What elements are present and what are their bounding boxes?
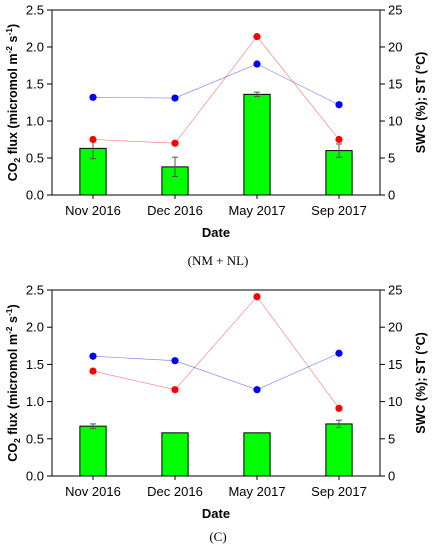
series-line xyxy=(92,296,340,409)
y-tick-label: 0.5 xyxy=(26,431,44,446)
panel-caption: (C) xyxy=(209,529,226,544)
y-axis-title: CO2 flux (micromol m-2 s-1) xyxy=(4,24,22,181)
y-axis-title-part: -2 xyxy=(4,46,14,54)
y-axis-title-part: ) xyxy=(6,304,20,308)
y2-tick-label: 5 xyxy=(388,151,395,166)
series-point xyxy=(253,386,261,394)
series-point xyxy=(89,93,97,101)
y2-tick-label: 25 xyxy=(388,283,402,298)
series-line xyxy=(92,352,340,391)
panel-caption: (NM + NL) xyxy=(188,253,249,268)
chart-panel-1: 0.0 0.5 1.0 1.5 2.0 2.5 0 5 10 15 20 25 Nov 2016 Dec … xyxy=(4,3,428,269)
y-tick-label: 0.5 xyxy=(26,151,44,166)
y2-tick-label: 5 xyxy=(388,431,395,446)
y2-axis-title: SWC (%); ST (°C) xyxy=(414,52,428,154)
x-tick-label: Sep 2017 xyxy=(311,203,367,218)
y2-tick-label: 25 xyxy=(388,3,402,18)
series-point xyxy=(253,33,261,41)
series-point xyxy=(89,135,97,144)
y2-tick-label: 10 xyxy=(388,114,402,129)
y-tick-label: 1.0 xyxy=(26,394,44,409)
x-tick-label: Dec 2016 xyxy=(147,203,203,218)
bar xyxy=(325,423,353,477)
y-axis-title-part: -2 xyxy=(4,326,14,334)
bar xyxy=(161,432,189,477)
y-tick-label: 0.0 xyxy=(26,469,44,484)
y2-tick-label: 10 xyxy=(388,394,402,409)
y-axis-title-part: -1 xyxy=(4,28,14,36)
y-tick-label: 1.5 xyxy=(26,357,44,372)
x-tick-label: Nov 2016 xyxy=(65,203,121,218)
y-axis-title-part: ) xyxy=(6,24,20,28)
chart-panel-2: 0.0 0.5 1.0 1.5 2.0 2.5 0 5 10 15 20 25 Nov 2016 Dec … xyxy=(4,283,428,545)
series-line xyxy=(92,36,340,144)
y-axis-title: CO2 flux (micromol m-2 s-1) xyxy=(4,304,22,461)
plot-frame xyxy=(51,9,381,196)
x-tick-label: Nov 2016 xyxy=(65,484,121,499)
y2-tick-label: 0 xyxy=(388,188,395,203)
y2-axis-title: SWC (%); ST (°C) xyxy=(414,332,428,434)
series-point xyxy=(335,349,343,357)
y-tick-label: 2.5 xyxy=(26,283,44,298)
y-axis-title-part: 2 xyxy=(12,438,22,443)
series-line xyxy=(92,63,340,105)
y-axis-title-part: flux (micromol m xyxy=(6,54,20,158)
y-tick-label: 1.0 xyxy=(26,114,44,129)
y-tick-label: 2.0 xyxy=(26,320,44,335)
series-point xyxy=(171,386,179,394)
y-tick-label: 0.0 xyxy=(26,188,44,203)
x-tick-label: Dec 2016 xyxy=(147,484,203,499)
x-axis-title: Date xyxy=(202,506,230,521)
series-point xyxy=(171,139,179,147)
series-point xyxy=(253,293,261,301)
y2-tick-label: 15 xyxy=(388,357,402,372)
bar xyxy=(79,425,107,477)
bar xyxy=(243,432,271,477)
x-tick-label: May 2017 xyxy=(228,484,285,499)
y-axis-title-part: CO xyxy=(6,443,20,462)
y-axis-title-part: s xyxy=(6,35,20,45)
y-axis-title-part: -1 xyxy=(4,308,14,316)
y-axis-title-part: s xyxy=(6,316,20,326)
x-axis-title: Date xyxy=(202,225,230,240)
y2-tick-label: 15 xyxy=(388,77,402,92)
series-point xyxy=(171,94,179,102)
y2-tick-label: 0 xyxy=(388,469,395,484)
series-point xyxy=(335,101,343,109)
plot-frame xyxy=(51,289,381,477)
x-tick-label: May 2017 xyxy=(228,203,285,218)
y-axis-title-part: 2 xyxy=(12,157,22,162)
series-point xyxy=(253,60,261,68)
y-tick-label: 1.5 xyxy=(26,77,44,92)
series-point xyxy=(89,367,97,375)
y-tick-label: 2.0 xyxy=(26,40,44,55)
series-point xyxy=(89,352,97,360)
y-axis-title-part: flux (micromol m xyxy=(6,334,20,438)
y-tick-label: 2.5 xyxy=(26,3,44,18)
x-tick-label: Sep 2017 xyxy=(311,484,367,499)
y2-tick-label: 20 xyxy=(388,40,402,55)
bar xyxy=(243,93,271,196)
series-point xyxy=(171,357,179,365)
series-point xyxy=(335,135,343,144)
y-axis-title-part: CO xyxy=(6,162,20,181)
y2-tick-label: 20 xyxy=(388,320,402,335)
series-point xyxy=(335,404,343,412)
